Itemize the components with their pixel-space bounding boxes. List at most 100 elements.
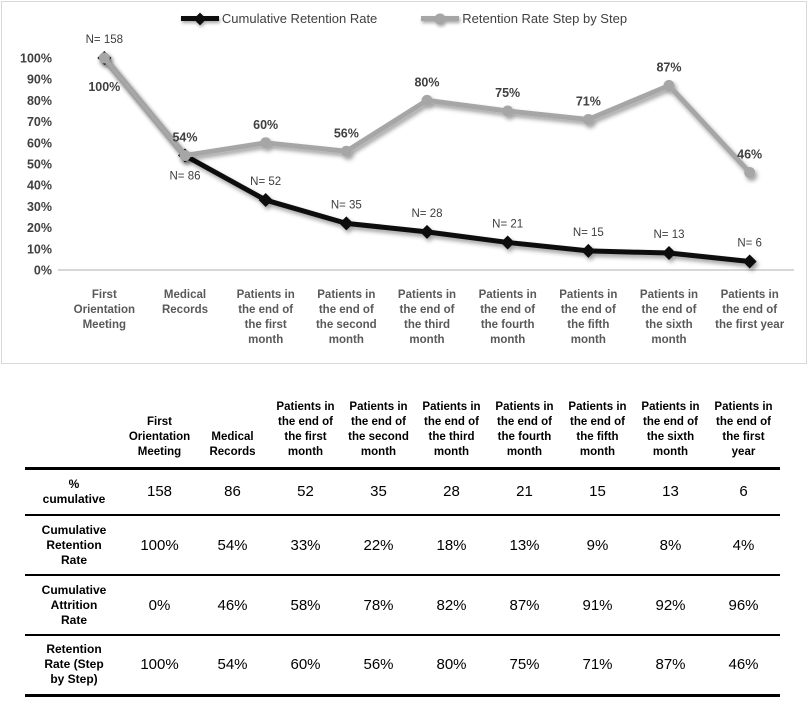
- table-cell: 82%: [436, 596, 467, 614]
- table-column-header: First Orientation Meeting: [123, 376, 196, 470]
- x-axis-category-label: First Orientation Meeting: [74, 289, 135, 331]
- y-axis-tick-label: 60%: [27, 136, 52, 150]
- retention-chart: Cumulative Retention Rate Retention Rate…: [1, 1, 807, 364]
- circle-marker-icon: [260, 137, 272, 149]
- table-cell: 87%: [655, 656, 686, 674]
- data-label: 80%: [414, 75, 439, 89]
- legend-label: Retention Rate Step by Step: [462, 11, 628, 26]
- legend-item-step: Retention Rate Step by Step: [421, 11, 627, 26]
- data-label: N= 28: [411, 208, 442, 220]
- black-diamond-line-icon: [180, 16, 219, 21]
- table-row-label: Cumulative Attrition Rate: [41, 582, 107, 627]
- data-label: 56%: [334, 126, 359, 140]
- circle-marker-icon: [582, 113, 594, 125]
- data-label: 60%: [253, 118, 278, 132]
- x-axis-category-label: Patients in the end of the second month: [316, 289, 377, 346]
- y-axis-tick-label: 30%: [27, 200, 52, 214]
- x-axis-category-label: Medical Records: [162, 289, 208, 316]
- x-axis-category-label: Patients in the end of the first month: [237, 289, 295, 346]
- table-row-label: Retention Rate (Step by Step): [44, 642, 104, 687]
- table-cell: 100%: [140, 656, 179, 674]
- data-label: N= 21: [492, 218, 523, 230]
- circle-marker-icon: [663, 80, 675, 92]
- table-cell: 0%: [148, 596, 171, 614]
- data-label: 46%: [737, 147, 762, 161]
- diamond-marker-icon: [258, 193, 273, 208]
- legend-item-cumulative: Cumulative Retention Rate: [180, 11, 378, 26]
- x-axis-category-label: Patients in the end of the fourth month: [479, 289, 537, 346]
- data-label: 54%: [172, 131, 197, 145]
- table-cell: 28: [443, 483, 460, 501]
- table-cell: 22%: [363, 536, 394, 554]
- table-column-header: Patients in the end of the fifth month: [561, 376, 634, 470]
- table-row-label: % cumulative: [42, 476, 106, 506]
- table-cell: 86: [224, 483, 241, 501]
- x-axis-category-label: Patients in the end of the third month: [398, 289, 456, 346]
- circle-marker-icon: [340, 145, 352, 157]
- table-cell: 92%: [655, 596, 686, 614]
- data-label: 71%: [576, 94, 601, 108]
- table-cell: 9%: [586, 536, 609, 554]
- data-label: 100%: [88, 80, 120, 94]
- table-cell: 56%: [363, 656, 394, 674]
- circle-marker-icon: [502, 105, 514, 117]
- legend-label: Cumulative Retention Rate: [221, 11, 378, 26]
- table-cell: 15: [589, 483, 606, 501]
- y-axis-tick-label: 70%: [27, 115, 52, 129]
- y-axis-tick-label: 0%: [34, 264, 52, 278]
- table-cell: 8%: [659, 536, 682, 554]
- table-cell: 52: [297, 483, 314, 501]
- table-cell: 87%: [509, 596, 540, 614]
- table-column-header: Patients in the end of the first month: [269, 376, 342, 470]
- data-label: N= 13: [653, 229, 684, 241]
- data-label: N= 6: [737, 238, 762, 250]
- table-cell: 78%: [363, 596, 394, 614]
- diamond-marker-icon: [581, 243, 596, 258]
- table-cell: 54%: [217, 656, 248, 674]
- table-row: Cumulative Retention Rate 100% 54% 33% 22% 18% 1…: [25, 515, 780, 575]
- data-label: N= 35: [331, 199, 362, 211]
- table-cell: 91%: [582, 596, 613, 614]
- table-cell: 4%: [732, 536, 755, 554]
- table-row: Cumulative Attrition Rate 0% 46% 58% 78% 82% 87%…: [25, 575, 780, 635]
- x-axis-category-label: Patients in the end of the first year: [715, 289, 785, 331]
- y-axis-tick-label: 90%: [27, 73, 52, 87]
- table-column-header: Patients in the end of the second month: [342, 376, 415, 470]
- table-corner-cell: [25, 376, 123, 470]
- diamond-marker-icon: [662, 246, 676, 261]
- circle-marker-icon: [744, 166, 756, 178]
- data-label: N= 52: [250, 176, 281, 188]
- diamond-marker-icon: [420, 224, 434, 239]
- table-cell: 46%: [217, 596, 248, 614]
- gray-circle-line-icon: [421, 16, 460, 21]
- table-column-header: Patients in the end of the fourth month: [488, 376, 561, 470]
- retention-chart-svg: 0% 10% 20% 30% 40% 50% 60% 70% 80% 90% 100% First Or…: [20, 34, 794, 346]
- table-cell: 33%: [290, 536, 321, 554]
- diamond-marker-icon: [742, 254, 757, 269]
- table-cell: 100%: [140, 536, 179, 554]
- circle-marker-icon: [421, 94, 433, 106]
- table-cell: 21: [516, 483, 533, 501]
- table-row: % cumulative 158 86 52 35 28 21 15 13 6: [25, 468, 780, 515]
- y-axis-tick-label: 40%: [27, 179, 52, 193]
- table-column-header: Patients in the end of the third month: [415, 376, 488, 470]
- table-cell: 71%: [582, 656, 613, 674]
- y-axis-tick-label: 10%: [27, 242, 52, 256]
- data-label: N= 158: [86, 34, 123, 46]
- table-cell: 60%: [290, 656, 321, 674]
- y-axis-tick-label: 50%: [27, 158, 52, 172]
- chart-legend: Cumulative Retention Rate Retention Rate…: [2, 11, 806, 26]
- table-column-header: Patients in the end of the first year: [707, 376, 780, 470]
- table-cell: 158: [146, 483, 173, 501]
- data-label: 87%: [656, 61, 681, 75]
- y-axis-tick-label: 80%: [27, 94, 52, 108]
- circle-marker-icon: [98, 52, 110, 64]
- table-cell: 58%: [290, 596, 321, 614]
- table-row: Retention Rate (Step by Step) 100% 54% 60% 56%…: [25, 635, 780, 695]
- table-cell: 13: [662, 483, 679, 501]
- table-cell: 46%: [728, 656, 759, 674]
- table-cell: 75%: [509, 656, 540, 674]
- data-label: N= 15: [573, 227, 604, 239]
- table-cell: 96%: [728, 596, 759, 614]
- y-axis-tick-label: 100%: [20, 52, 52, 66]
